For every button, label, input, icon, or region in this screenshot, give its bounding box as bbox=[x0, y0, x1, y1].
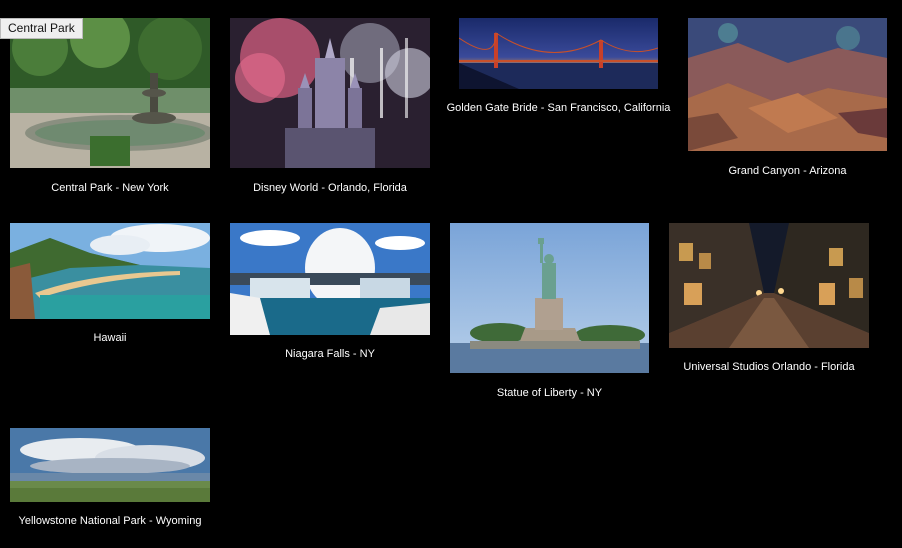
gallery-caption[interactable]: Central Park - New York bbox=[51, 182, 169, 194]
gallery-caption[interactable]: Golden Gate Bride - San Francisco, Calif… bbox=[446, 102, 671, 114]
golden-gate-photo[interactable] bbox=[459, 18, 658, 89]
gallery-caption[interactable]: Grand Canyon - Arizona bbox=[728, 165, 847, 177]
gallery-caption[interactable]: Niagara Falls - NY bbox=[285, 348, 375, 360]
gallery-caption[interactable]: Disney World - Orlando, Florida bbox=[253, 182, 407, 194]
gallery-caption[interactable]: Yellowstone National Park - Wyoming bbox=[18, 515, 202, 527]
central-park-photo[interactable] bbox=[10, 18, 210, 168]
hawaii-photo[interactable] bbox=[10, 223, 210, 319]
niagara-falls-photo[interactable] bbox=[230, 223, 430, 335]
tooltip: Central Park bbox=[0, 18, 83, 39]
yellowstone-photo[interactable] bbox=[10, 428, 210, 502]
statue-of-liberty-photo[interactable] bbox=[450, 223, 649, 373]
universal-studios-photo[interactable] bbox=[669, 223, 869, 348]
grand-canyon-photo[interactable] bbox=[688, 18, 887, 151]
gallery-caption[interactable]: Universal Studios Orlando - Florida bbox=[683, 361, 855, 373]
gallery-caption[interactable]: Hawaii bbox=[93, 332, 127, 344]
disney-world-photo[interactable] bbox=[230, 18, 430, 168]
gallery-caption[interactable]: Statue of Liberty - NY bbox=[496, 387, 603, 399]
